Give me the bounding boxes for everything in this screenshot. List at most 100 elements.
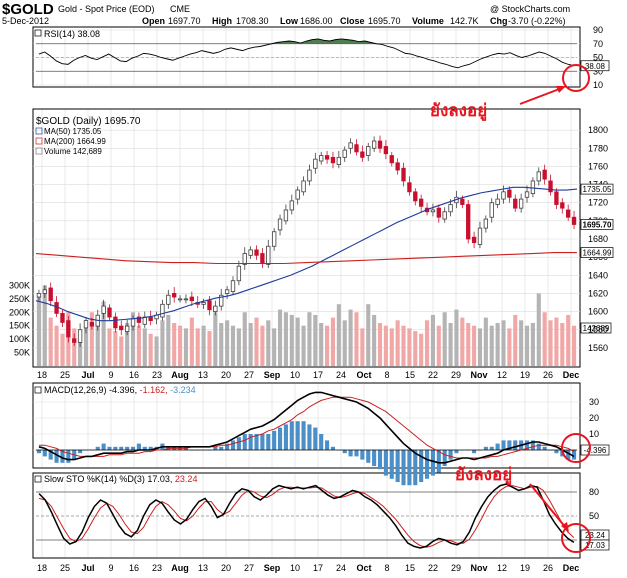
x-tick-label: Oct [356,370,371,380]
candle-body [260,253,265,263]
candle-body [266,245,271,265]
volume-bar [160,320,165,366]
macd-histogram-bar [542,446,547,450]
macd-histogram-bar [424,450,430,479]
macd-histogram-bar [230,440,236,450]
volume-bar [354,312,359,366]
price-y-tick: 1720 [588,198,608,208]
open-value: 1697.70 [168,16,201,26]
volume-bar [524,325,530,366]
price-y-tick: 1780 [588,143,608,153]
macd-histogram-bar [130,446,136,450]
macd-histogram-bar [125,446,130,450]
x-tick-label: 25 [60,370,70,380]
volume-bar [289,314,294,366]
x-tick-label: 17 [313,563,323,573]
x-tick-label: Dec [563,370,580,380]
macd-histogram-bar [260,434,265,450]
volume-bar [277,309,283,366]
candle-body [230,280,236,293]
symbol-name: Gold - Spot Price (EOD) [58,4,155,14]
volume-bar [154,336,159,366]
volume-bar [460,317,465,366]
macd-histogram-bar [289,421,294,450]
volume-bar [442,312,447,366]
candle-body [419,198,424,207]
macd-histogram-bar [272,430,277,450]
candle-body [42,289,47,294]
volume-bar [195,328,200,366]
ma200-last-value-box [580,247,614,258]
x-tick-label: 18 [37,370,47,380]
macd-histogram-bar [277,427,283,450]
sto-legend-d: 23.24 [175,474,198,484]
volume-bar [472,325,477,366]
candle-body [483,218,489,229]
x-tick-label: 22 [428,370,438,380]
x-tick-label: 15 [405,563,415,573]
macd-legend-text: MACD(12,26,9) -4.396, -1.162, -3.234 [44,385,196,395]
macd-legend-signal: -1.162, [140,385,168,395]
annotation-sto-arrow [529,483,567,529]
chg-value: -3.70 (-0.22%) [508,16,566,26]
volume-bar [89,312,94,366]
ma50-line [35,186,578,322]
macd-histogram-bar [495,443,500,450]
candle-body [366,146,371,156]
price-legend-text: $GOLD (Daily) 1695.70 [36,116,141,127]
sto-k-line [38,483,575,549]
x-tick-label: 20 [221,370,231,380]
header-date: 5-Dec-2012 [2,16,49,26]
sto-k-last-value: 17.03 [585,541,606,550]
x-tick-label: 18 [37,563,47,573]
x-tick-label: 24 [336,563,346,573]
macd-histogram-bar [266,434,271,450]
rsi-legend: RSI(14) 38.08 [34,29,100,39]
candle-body [495,198,500,205]
candle-body [219,294,224,307]
annotation-sto-circle [561,523,591,553]
volume-bar [342,320,347,366]
volume-bar [372,314,377,366]
candle-body [489,202,494,218]
volume-last-value-box [580,322,612,334]
annotation-rsi: ยังลงอยู่ [430,64,590,122]
volume-bar [148,333,153,366]
candle-body [383,146,389,155]
candle-body [160,303,165,318]
volume-bar [172,323,177,366]
macd-histogram-bar [442,450,447,466]
volume-bar [189,317,194,366]
candle-body [389,155,394,164]
symbol-title: $GOLD [2,1,54,18]
sto-legend: Slow STO %K(14) %D(3) 17.03, 23.24 [34,474,198,484]
volume-last-value: 142689 [583,324,610,333]
symbol-exchange: CME [170,4,190,14]
volume-bar [295,317,300,366]
volume-bar [325,325,330,366]
candle-body [371,140,377,149]
macd-signal-line [38,396,575,459]
price-candles [36,135,577,347]
volume-bar [113,331,118,366]
candle-body [48,287,53,302]
macd-histogram-bar [60,450,65,463]
rsi-y-tick: 10 [593,80,603,90]
x-tick-label: Sep [264,370,281,380]
rsi-legend-swatch [34,29,42,37]
macd-histogram-bar [330,446,336,450]
macd-histogram-bar [401,450,406,486]
macd-histogram-bar [319,434,324,450]
candle-body [471,236,477,244]
volume-bar [283,312,288,366]
volume-bar [330,317,336,366]
watermark: @ StockCharts.com [490,4,570,14]
macd-histogram-bar [566,450,571,460]
macd-y-tick: 10 [589,429,599,439]
candle-body [207,300,212,311]
macd-legend: MACD(12,26,9) -4.396, -1.162, -3.234 [34,385,196,395]
candle-body [448,204,453,213]
volume-bar [366,304,371,366]
price-y-tick: 1600 [588,307,608,317]
x-tick-label: 26 [543,370,553,380]
